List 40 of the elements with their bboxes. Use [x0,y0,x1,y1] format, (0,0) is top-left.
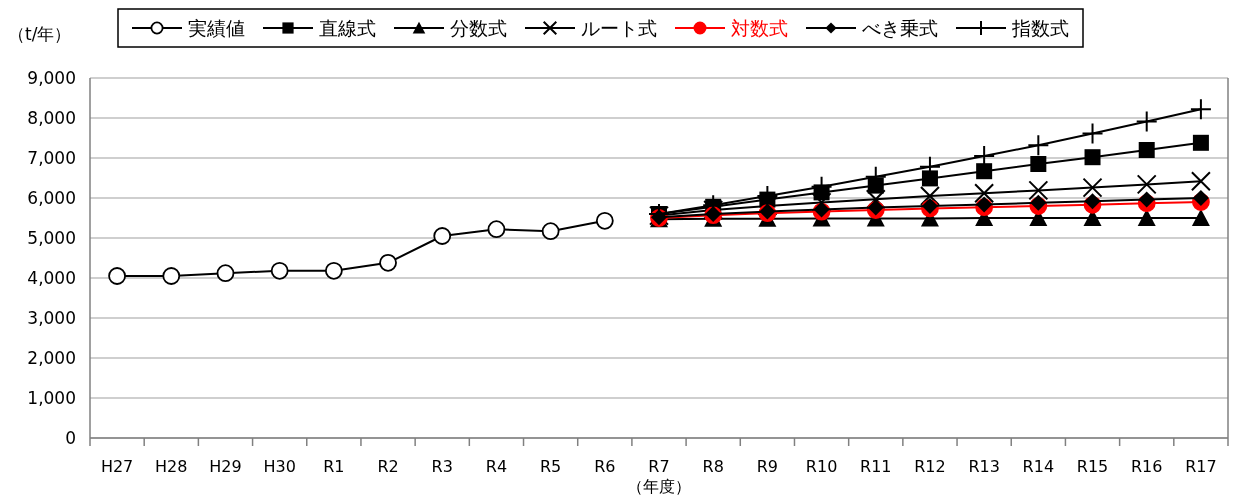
x-tick-label: R6 [594,457,616,476]
x-tick-label: R13 [968,457,1000,476]
x-tick-label: R3 [431,457,453,476]
y-axis-title: （t/年） [8,24,72,44]
legend-label: 分数式 [450,17,507,39]
y-tick-label: 9,000 [27,68,76,88]
x-tick-label: R9 [756,457,779,476]
x-tick-label: H30 [263,457,296,476]
legend-label: ルート式 [581,17,657,39]
x-tick-label: R1 [323,457,345,476]
y-tick-label: 0 [65,428,76,448]
x-tick-label: R8 [702,457,724,476]
x-tick-label: R4 [485,457,508,476]
y-tick-label: 3,000 [27,308,76,328]
legend-label: 対数式 [731,17,788,39]
x-tick-label: R2 [377,457,399,476]
y-tick-label: 4,000 [27,268,76,288]
x-tick-label: R7 [648,457,670,476]
x-tick-label: R5 [539,457,562,476]
x-tick-label: R10 [805,457,838,476]
legend-label: 実績値 [188,17,245,39]
y-tick-label: 7,000 [27,148,76,168]
x-tick-label: R15 [1076,457,1109,476]
x-tick-label: H27 [100,457,134,476]
legend-label: 指数式 [1011,17,1069,39]
y-tick-label: 5,000 [27,228,76,248]
legend-label: 直線式 [319,17,376,39]
x-tick-label: R16 [1130,457,1163,476]
x-tick-label: R17 [1185,457,1217,476]
x-axis-title: （年度） [627,477,691,496]
y-tick-label: 2,000 [27,348,76,368]
x-tick-label: H29 [209,457,242,476]
x-tick-label: R14 [1022,457,1055,476]
x-tick-label: H28 [155,457,188,476]
x-tick-label: R11 [860,457,892,476]
y-tick-label: 8,000 [27,108,76,128]
y-tick-label: 1,000 [27,388,76,408]
legend-label: べき乗式 [862,17,938,39]
y-tick-label: 6,000 [27,188,76,208]
x-tick-label: R12 [914,457,946,476]
